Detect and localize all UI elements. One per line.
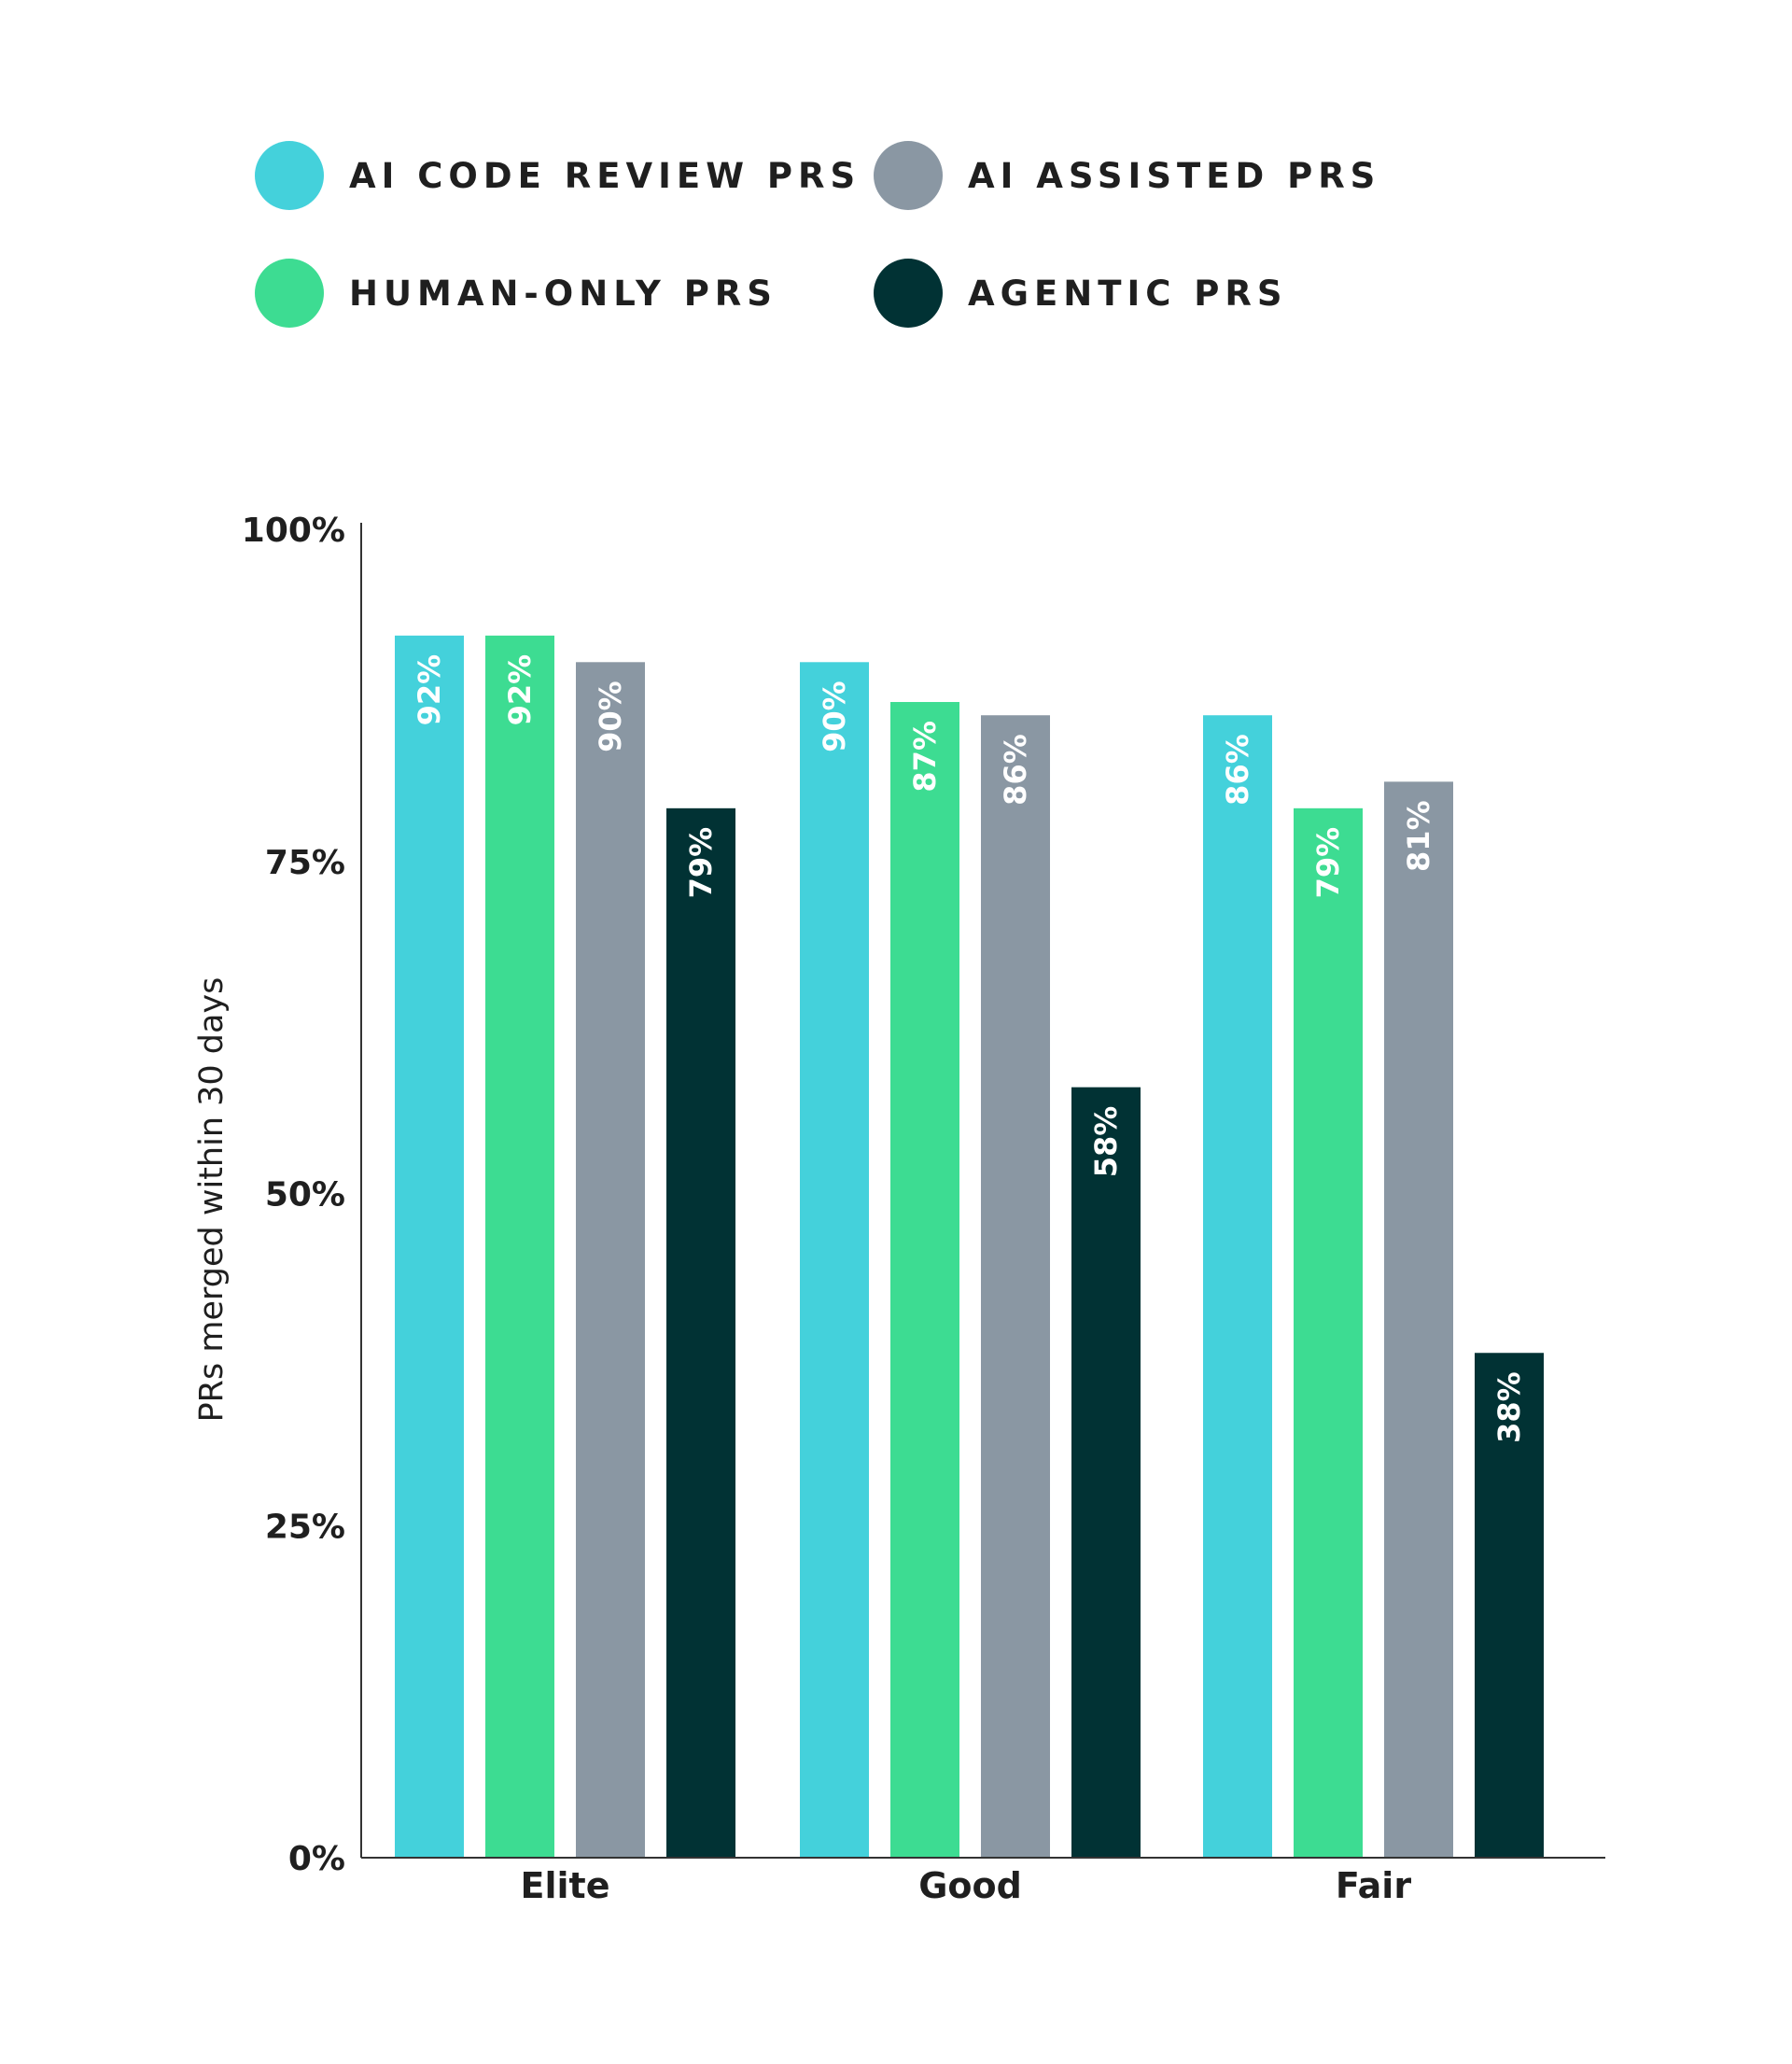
bar-good-series-4 — [1071, 1087, 1141, 1858]
legend-label-3: AI ASSISTED PRS — [968, 156, 1380, 196]
y-tick-label: 100% — [242, 512, 345, 550]
bars: 92% 92% 90% 79% 90% 87% 86% 58% 86% 79% 81% 38% — [395, 635, 1544, 1858]
bar-value-label: 58% — [1088, 1106, 1124, 1178]
y-tick-label: 0% — [288, 1840, 345, 1878]
legend-swatch-3 — [874, 141, 943, 210]
bar-value-label: 79% — [683, 827, 719, 899]
legend-label-4: AGENTIC PRS — [968, 274, 1288, 314]
bar-fair-series-1 — [1203, 715, 1272, 1858]
bar-value-label: 92% — [502, 654, 538, 726]
bar-elite-series-1 — [395, 635, 464, 1858]
bar-value-label: 86% — [998, 734, 1033, 806]
legend-label-1: AI CODE REVIEW PRS — [349, 156, 861, 196]
y-tick-label: 25% — [265, 1508, 345, 1546]
x-category-label: Fair — [1336, 1865, 1411, 1906]
y-tick-label: 50% — [265, 1176, 345, 1215]
bar-value-label: 38% — [1491, 1371, 1527, 1443]
bar-fair-series-3 — [1384, 781, 1453, 1858]
bar-elite-series-4 — [666, 807, 735, 1858]
bar-good-series-2 — [890, 701, 959, 1858]
bar-value-label: 92% — [412, 654, 447, 726]
legend-label-2: HUMAN-ONLY PRS — [349, 274, 777, 314]
legend: AI CODE REVIEW PRS HUMAN-ONLY PRS AI ASSIS… — [255, 141, 1380, 328]
bar-elite-series-2 — [485, 635, 554, 1858]
bar-value-label: 81% — [1401, 800, 1436, 872]
bar-fair-series-4 — [1475, 1353, 1544, 1858]
legend-swatch-1 — [255, 141, 324, 210]
legend-swatch-4 — [874, 259, 943, 328]
x-category-label: Good — [918, 1865, 1022, 1906]
y-axis-label: PRs merged within 30 days — [193, 977, 231, 1423]
legend-swatch-2 — [255, 259, 324, 328]
bar-elite-series-3 — [576, 662, 645, 1858]
bar-value-label: 87% — [907, 721, 943, 793]
x-axis-categories: Elite Good Fair — [521, 1865, 1412, 1906]
bar-good-series-3 — [981, 715, 1050, 1858]
x-category-label: Elite — [521, 1865, 610, 1906]
bar-value-label: 90% — [593, 681, 628, 752]
bar-good-series-1 — [800, 662, 869, 1858]
bar-value-label: 86% — [1220, 734, 1255, 806]
bar-fair-series-2 — [1294, 807, 1363, 1858]
y-axis-ticks: 0% 25% 50% 75% 100% — [242, 512, 345, 1878]
y-tick-label: 75% — [265, 844, 345, 882]
bar-value-label: 90% — [817, 681, 852, 752]
bar-value-label: 79% — [1310, 827, 1346, 899]
